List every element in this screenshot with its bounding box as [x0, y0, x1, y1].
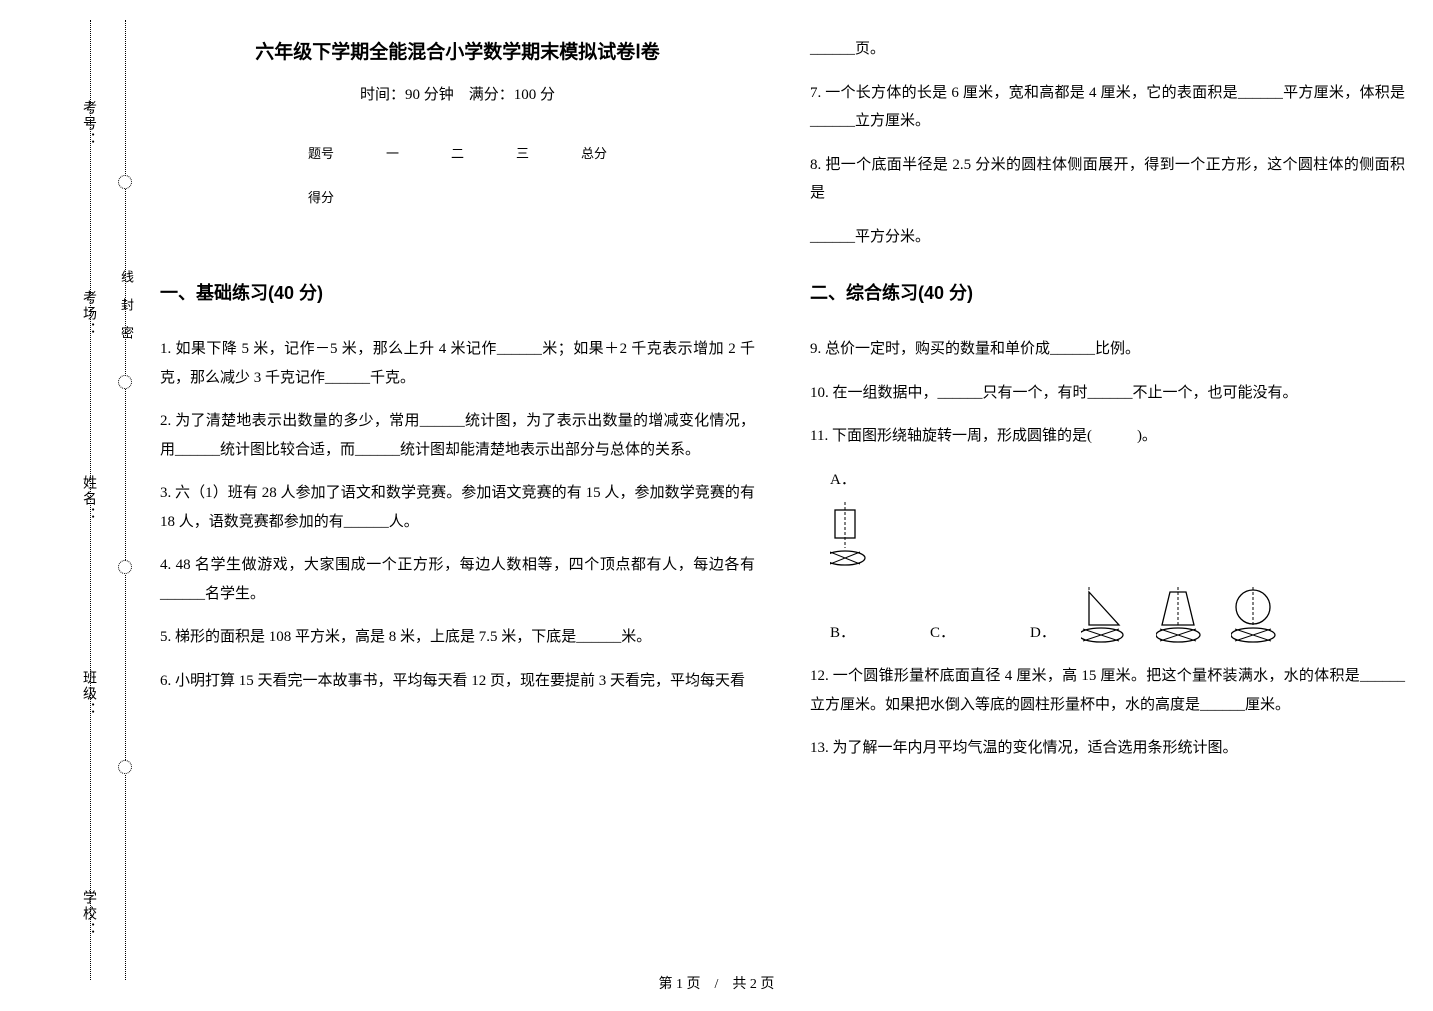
question-5: 5. 梯形的面积是 108 平方米，高是 8 米，上底是 7.5 米，下底是__… [160, 623, 755, 652]
score-table: 题号 一 二 三 总分 得分 [282, 132, 633, 221]
question-9: 9. 总价一定时，购买的数量和单价成______比例。 [810, 335, 1405, 364]
binding-edge: 考号： 考场： 姓名： 班级： 学校： 线封密 [45, 20, 135, 980]
table-cell [555, 176, 633, 221]
table-cell [425, 176, 490, 221]
table-header: 一 [360, 132, 425, 177]
question-2: 2. 为了清楚地表示出数量的多少，常用______统计图，为了表示出数量的增减变… [160, 407, 755, 464]
table-cell [360, 176, 425, 221]
option-c-label: C． [930, 619, 955, 648]
question-8a: 8. 把一个底面半径是 2.5 分米的圆柱体侧面展开，得到一个正方形，这个圆柱体… [810, 151, 1405, 208]
shape-d-icon [1231, 587, 1286, 647]
question-11: 11. 下面图形绕轴旋转一周，形成圆锥的是( )。 [810, 422, 1405, 451]
question-12: 12. 一个圆锥形量杯底面直径 4 厘米，高 15 厘米。把这个量杯装满水，水的… [810, 662, 1405, 719]
binding-circle [118, 175, 132, 189]
question-10: 10. 在一组数据中，______只有一个，有时______不止一个，也可能没有… [810, 379, 1405, 408]
binding-label-room: 考场： [78, 290, 98, 338]
binding-label-examno: 考号： [78, 100, 98, 148]
binding-circle [118, 760, 132, 774]
table-cell: 得分 [282, 176, 360, 221]
right-column: ______页。 7. 一个长方体的长是 6 厘米，宽和高都是 4 厘米，它的表… [810, 35, 1405, 778]
binding-circle [118, 560, 132, 574]
exam-subtitle: 时间：90 分钟 满分：100 分 [160, 81, 755, 110]
table-header: 二 [425, 132, 490, 177]
question-4: 4. 48 名学生做游戏，大家围成一个正方形，每边人数相等，四个顶点都有人，每边… [160, 551, 755, 608]
binding-circle [118, 375, 132, 389]
shape-b-icon [1081, 587, 1136, 647]
table-header: 三 [490, 132, 555, 177]
shape-c-icon [1156, 587, 1211, 647]
binding-seal-line: 线封密 [117, 270, 136, 354]
shape-options: A． B． C． D． [830, 466, 1405, 648]
section-2-title: 二、综合练习(40 分) [810, 276, 1405, 310]
binding-label-class: 班级： [78, 670, 98, 718]
option-d-label: D． [1030, 619, 1056, 648]
option-a-label: A． [830, 472, 856, 488]
question-6b: ______页。 [810, 35, 1405, 64]
shape-a-icon [830, 502, 875, 577]
exam-title: 六年级下学期全能混合小学数学期末模拟试卷Ⅰ卷 [160, 35, 755, 71]
dotted-line-inner [125, 20, 126, 980]
table-row: 题号 一 二 三 总分 [282, 132, 633, 177]
question-8b: ______平方分米。 [810, 223, 1405, 252]
left-column: 六年级下学期全能混合小学数学期末模拟试卷Ⅰ卷 时间：90 分钟 满分：100 分… [160, 35, 755, 778]
table-header: 题号 [282, 132, 360, 177]
table-row: 得分 [282, 176, 633, 221]
question-13: 13. 为了解一年内月平均气温的变化情况，适合选用条形统计图。 [810, 734, 1405, 763]
table-header: 总分 [555, 132, 633, 177]
question-7: 7. 一个长方体的长是 6 厘米，宽和高都是 4 厘米，它的表面积是______… [810, 79, 1405, 136]
question-6: 6. 小明打算 15 天看完一本故事书，平均每天看 12 页，现在要提前 3 天… [160, 667, 755, 696]
binding-label-school: 学校： [78, 890, 98, 938]
binding-label-name: 姓名： [78, 475, 98, 523]
question-1: 1. 如果下降 5 米，记作－5 米，那么上升 4 米记作______米；如果＋… [160, 335, 755, 392]
content-area: 六年级下学期全能混合小学数学期末模拟试卷Ⅰ卷 时间：90 分钟 满分：100 分… [160, 35, 1410, 778]
table-cell [490, 176, 555, 221]
question-3: 3. 六（1）班有 28 人参加了语文和数学竞赛。参加语文竞赛的有 15 人，参… [160, 479, 755, 536]
option-b-label: B． [830, 619, 855, 648]
page-footer: 第 1 页 / 共 2 页 [0, 973, 1433, 993]
section-1-title: 一、基础练习(40 分) [160, 276, 755, 310]
